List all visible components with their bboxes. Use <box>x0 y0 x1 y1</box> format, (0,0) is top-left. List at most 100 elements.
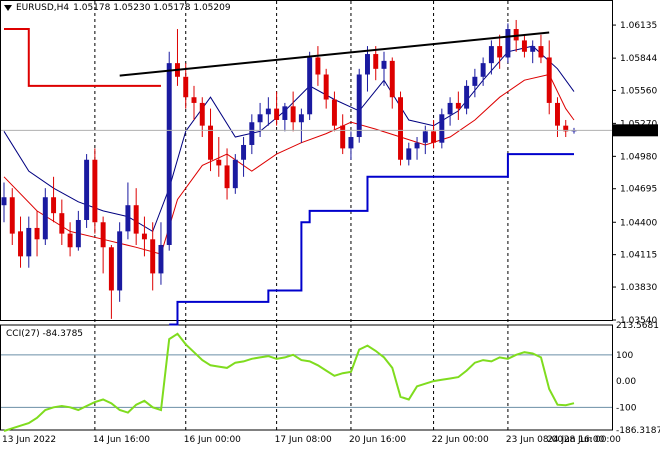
candle-body[interactable] <box>422 131 428 143</box>
time-axis-label: 20 Jun 16:00 <box>349 435 406 445</box>
candle-body[interactable] <box>92 159 98 223</box>
candle-body[interactable] <box>356 74 362 138</box>
candle-body[interactable] <box>100 222 106 248</box>
candle-body[interactable] <box>464 85 470 109</box>
time-axis-label: 22 Jun 00:00 <box>432 435 489 445</box>
time-axis-label: 16 Jun 00:00 <box>184 435 241 445</box>
time-axis-label: 24 Jun 16:00 <box>547 435 604 445</box>
cci-tick-label: 213.5681 <box>616 321 659 331</box>
candle-body[interactable] <box>232 159 238 189</box>
candle-body[interactable] <box>290 106 296 123</box>
candle-body[interactable] <box>505 29 511 58</box>
fast-ma-line <box>3 45 575 233</box>
candle-body[interactable] <box>323 74 329 100</box>
candle-body[interactable] <box>42 197 48 240</box>
candle-body[interactable] <box>555 102 560 126</box>
candle-body[interactable] <box>414 142 420 149</box>
candle-body[interactable] <box>67 233 73 248</box>
price-tick-label: 1.03830 <box>620 283 657 293</box>
candle-body[interactable] <box>191 97 197 103</box>
candle-body[interactable] <box>158 244 164 274</box>
resistance-trendline <box>119 31 550 77</box>
symbol-label: EURUSD,H4 <box>16 3 70 13</box>
candle-body[interactable] <box>282 106 288 120</box>
candle-body[interactable] <box>34 227 40 240</box>
time-axis-label: 28 Jun 00:00 <box>564 435 621 445</box>
candle-body[interactable] <box>216 159 222 166</box>
cci-line <box>3 332 575 432</box>
price-tick-label: 1.04980 <box>620 152 657 162</box>
candle-body[interactable] <box>563 125 569 132</box>
candle-body[interactable] <box>265 108 271 115</box>
candle-body[interactable] <box>530 46 536 52</box>
cci-label: CCI(27) -84.3785 <box>6 329 83 339</box>
candle-body[interactable] <box>331 99 337 126</box>
price-tick-label: 1.05560 <box>620 86 657 96</box>
candle-body[interactable] <box>208 125 213 160</box>
candle-body[interactable] <box>51 197 57 214</box>
candle-body[interactable] <box>241 144 247 160</box>
candle-body[interactable] <box>389 60 395 98</box>
candle-body[interactable] <box>340 125 346 149</box>
candle-body[interactable] <box>315 57 321 75</box>
candle-body[interactable] <box>373 54 379 69</box>
candle-body[interactable] <box>488 46 494 64</box>
ohlc-readout: 1.05178 1.05230 1.05178 1.05209 <box>73 3 231 13</box>
collapse-triangle-icon[interactable] <box>4 5 12 11</box>
current-price-tag <box>612 124 658 137</box>
candle-body[interactable] <box>18 231 23 257</box>
candle-body[interactable] <box>497 46 503 58</box>
candle-body[interactable] <box>513 29 519 41</box>
lower-channel-line <box>169 153 574 326</box>
candle-body[interactable] <box>274 108 280 120</box>
price-tick-label: 1.03540 <box>620 316 657 326</box>
candle-body[interactable] <box>298 114 304 123</box>
cci-tick-label: -186.3187 <box>616 426 660 436</box>
candle-body[interactable] <box>84 159 90 220</box>
cci-tick-label: 100 <box>616 351 633 361</box>
candle-body[interactable] <box>447 102 453 115</box>
candle-body[interactable] <box>472 76 478 86</box>
slow-ma-line <box>3 73 575 255</box>
candle-body[interactable] <box>150 239 156 274</box>
candle-body[interactable] <box>133 205 139 234</box>
candle-body[interactable] <box>257 114 263 123</box>
candle-body[interactable] <box>117 231 123 291</box>
candle-body[interactable] <box>249 122 255 145</box>
candle-body[interactable] <box>26 227 32 257</box>
candle-body[interactable] <box>224 165 230 189</box>
candle-body[interactable] <box>183 76 189 98</box>
time-axis-label: 13 Jun 2022 <box>2 435 56 445</box>
candle-body[interactable] <box>431 131 437 143</box>
candle-body[interactable] <box>546 57 552 103</box>
cci-panel-frame <box>0 324 613 431</box>
current-price-label: 1.05209 <box>616 126 653 136</box>
candle-body[interactable] <box>521 40 527 52</box>
candle-body[interactable] <box>9 197 15 234</box>
time-axis-label: 23 Jun 08:00 <box>506 435 563 445</box>
candle-body[interactable] <box>75 219 81 248</box>
candle-body[interactable] <box>141 233 147 240</box>
candle-body[interactable] <box>439 114 445 143</box>
candle-body[interactable] <box>480 63 486 77</box>
candle-body[interactable] <box>59 213 65 234</box>
candle-body[interactable] <box>108 247 114 291</box>
candle-body[interactable] <box>166 63 172 245</box>
candle-body[interactable] <box>1 197 7 206</box>
cci-tick-label: 0.00 <box>616 377 636 387</box>
candle-body[interactable] <box>365 54 370 75</box>
candle-body[interactable] <box>538 46 544 58</box>
candle-body[interactable] <box>398 97 403 160</box>
candle-body[interactable] <box>381 60 387 69</box>
candle-body[interactable] <box>307 57 313 115</box>
candle-body[interactable] <box>199 102 205 126</box>
candle-body[interactable] <box>125 205 131 232</box>
chart-header: EURUSD,H4 1.05178 1.05230 1.05178 1.0520… <box>4 3 231 13</box>
price-tick-label: 1.06135 <box>620 21 657 31</box>
candle-body[interactable] <box>455 102 461 109</box>
cci-tick-label: -100 <box>616 403 637 413</box>
candle-body[interactable] <box>406 148 412 160</box>
candle-body[interactable] <box>348 137 354 149</box>
